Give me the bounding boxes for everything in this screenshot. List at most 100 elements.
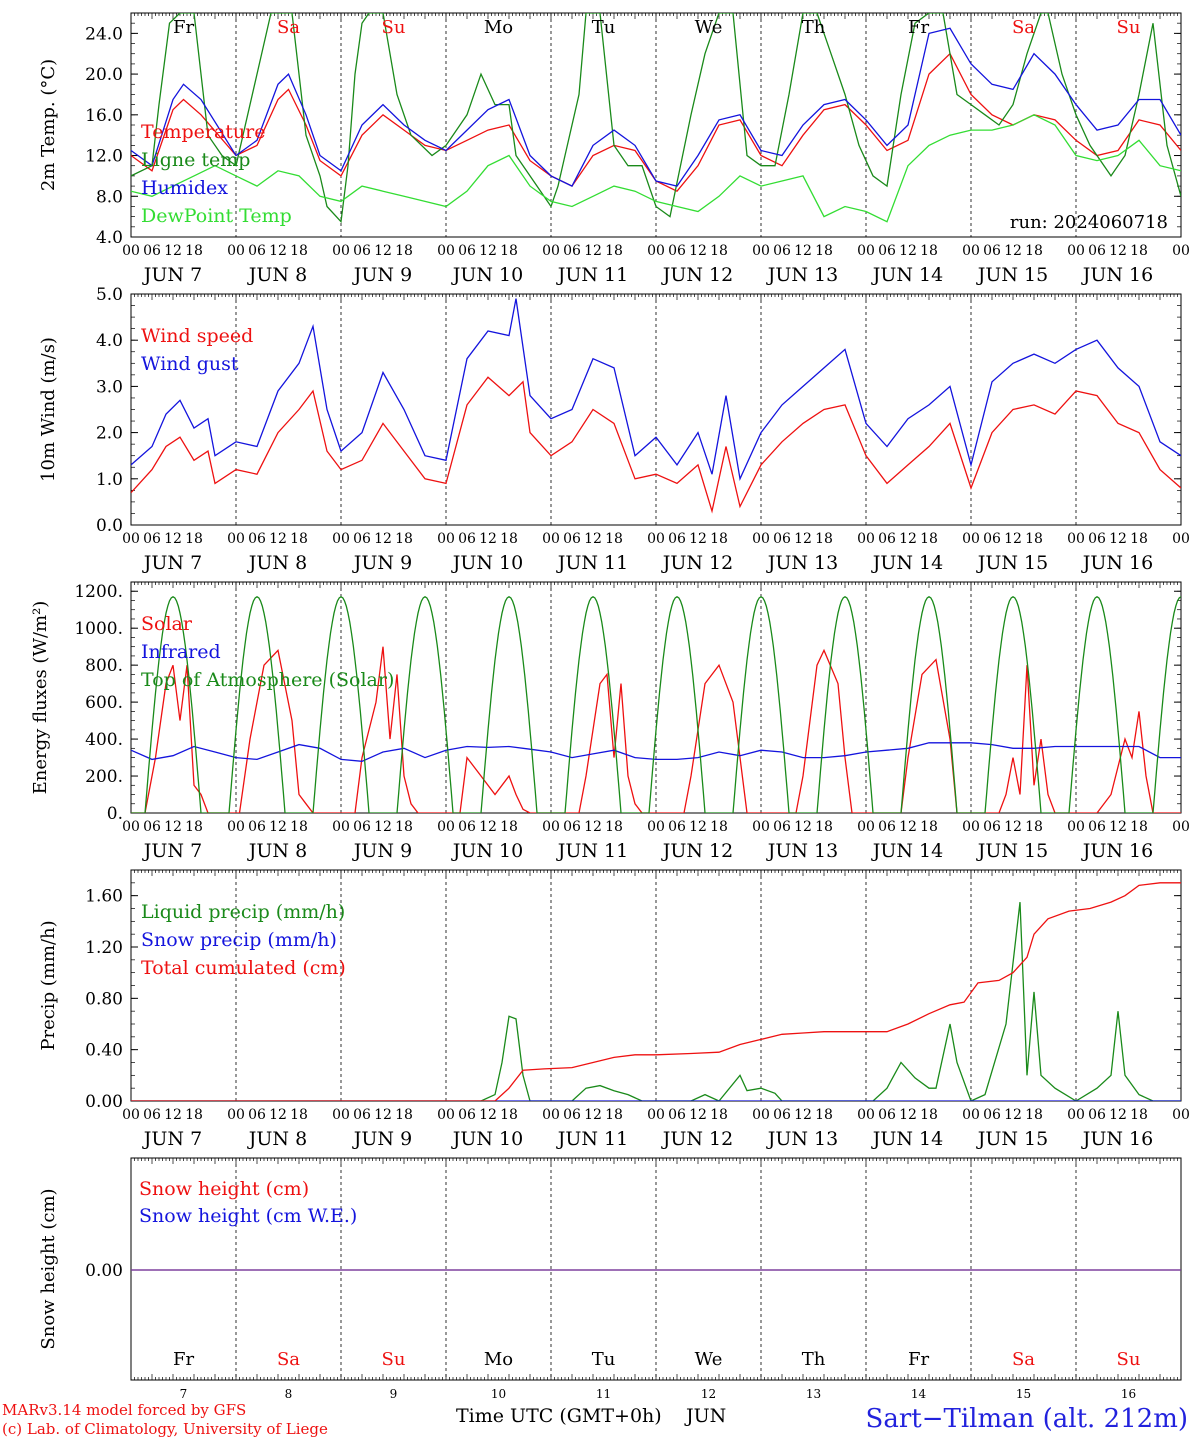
hour-tick-label: 12 xyxy=(794,1107,812,1123)
hour-tick-label: 12 xyxy=(479,1107,497,1123)
hour-tick-label: 06 xyxy=(563,1107,581,1123)
hour-tick-label: 18 xyxy=(605,243,623,259)
series-group xyxy=(131,596,1181,813)
weekday-label: Th xyxy=(802,17,826,38)
hour-tick-label: 00 xyxy=(647,531,665,547)
hour-tick-label: 12 xyxy=(1109,531,1127,547)
hour-tick-label: 18 xyxy=(710,1107,728,1123)
series-line-3 xyxy=(131,882,1181,1101)
day-number-label: 8 xyxy=(285,1387,293,1401)
weekday-label: Th xyxy=(802,1349,826,1370)
y-tick-label: 12.0 xyxy=(85,147,123,167)
hour-tick-label: 00 xyxy=(227,243,245,259)
weekday-label: We xyxy=(695,17,723,38)
series-group xyxy=(131,13,1181,224)
hour-tick-label: 12 xyxy=(1004,819,1022,835)
hour-tick-label: 06 xyxy=(143,243,161,259)
hour-tick-label: 00 xyxy=(542,531,560,547)
legend-entry: Snow height (cm W.E.) xyxy=(139,1205,357,1227)
hour-tick-label: 06 xyxy=(983,531,1001,547)
weekday-label: Sa xyxy=(277,17,300,38)
y-axis-label: 10m Wind (m/s) xyxy=(38,337,59,482)
hour-tick-label: 00 xyxy=(647,819,665,835)
hour-tick-label: 12 xyxy=(374,819,392,835)
day-label: JUN 15 xyxy=(976,840,1048,862)
hour-tick-label: 18 xyxy=(1130,1107,1148,1123)
hour-tick-label: 00 xyxy=(122,243,140,259)
legend-entry: Top of Atmosphere (Solar) xyxy=(141,669,394,691)
hour-tick-label: 00 xyxy=(332,531,350,547)
hour-tick-label: 12 xyxy=(1004,531,1022,547)
hour-tick-label: 18 xyxy=(605,531,623,547)
weekday-label: Fr xyxy=(173,17,194,38)
hour-tick-label: 06 xyxy=(983,1107,1001,1123)
hour-tick-label: 06 xyxy=(143,1107,161,1123)
hour-tick-label: 12 xyxy=(1004,243,1022,259)
y-tick-label: 3.0 xyxy=(96,377,123,397)
hour-tick-label: 06 xyxy=(1088,819,1106,835)
hour-tick-label: 00 xyxy=(752,819,770,835)
hour-tick-label: 06 xyxy=(248,819,266,835)
series-line-3 xyxy=(131,27,1181,187)
hour-tick-label: 06 xyxy=(1088,531,1106,547)
weekday-label: Sa xyxy=(277,1349,300,1370)
hour-tick-label: 12 xyxy=(584,531,602,547)
hour-tick-label: 06 xyxy=(563,243,581,259)
day-label: JUN 12 xyxy=(661,264,733,286)
series-line-4 xyxy=(131,114,1181,223)
hour-tick-label: 18 xyxy=(815,819,833,835)
weekday-label: Tu xyxy=(592,17,616,38)
hour-tick-label: 12 xyxy=(899,243,917,259)
hour-tick-label: 18 xyxy=(395,819,413,835)
credit-line-1: MARv3.14 model forced by GFS xyxy=(2,1401,246,1419)
hour-tick-label: 00 xyxy=(857,819,875,835)
y-tick-label: 1200. xyxy=(74,582,123,602)
hour-tick-label: 18 xyxy=(500,531,518,547)
hour-tick-label: 00 xyxy=(1067,243,1085,259)
hour-tick-label: 06 xyxy=(248,531,266,547)
hour-tick-label: 06 xyxy=(668,819,686,835)
hour-tick-label: 00 xyxy=(647,1107,665,1123)
y-tick-label: 1000. xyxy=(74,619,123,639)
hour-tick-label: 06 xyxy=(878,819,896,835)
day-label: JUN 13 xyxy=(766,264,838,286)
station-name: Sart−Tilman (alt. 212m) xyxy=(866,1404,1188,1434)
hour-tick-label: 12 xyxy=(269,531,287,547)
hour-tick-label: 06 xyxy=(563,531,581,547)
hour-tick-label: 00 xyxy=(1067,531,1085,547)
day-label: JUN 8 xyxy=(247,1128,307,1150)
hour-tick-label: 18 xyxy=(1025,819,1043,835)
hour-tick-label: 18 xyxy=(920,531,938,547)
hour-tick-label: 06 xyxy=(1088,243,1106,259)
day-label: JUN 16 xyxy=(1081,552,1153,574)
legend-entry: Solar xyxy=(141,613,193,635)
y-tick-label: 0.40 xyxy=(85,1041,123,1061)
hour-tick-label: 06 xyxy=(773,1107,791,1123)
day-number-label: 7 xyxy=(180,1387,188,1401)
series-line-1 xyxy=(131,902,1181,1101)
legend-entry: Wind speed xyxy=(141,325,253,347)
weekday-label: Sa xyxy=(1012,1349,1035,1370)
hour-tick-label: 18 xyxy=(185,1107,203,1123)
series-line-1 xyxy=(131,376,1181,514)
hour-tick-label: 00 xyxy=(962,243,980,259)
hour-tick-label: 12 xyxy=(374,243,392,259)
day-label: JUN 8 xyxy=(247,264,307,286)
y-tick-label: 5.0 xyxy=(96,285,123,305)
hour-tick-label: 18 xyxy=(815,531,833,547)
day-number-label: 12 xyxy=(701,1387,716,1401)
day-label: JUN 8 xyxy=(247,840,307,862)
hour-tick-label: 18 xyxy=(395,531,413,547)
series-group xyxy=(131,882,1181,1101)
hour-tick-label: 12 xyxy=(689,531,707,547)
panel-4: 0.00 0.40 0.80 1.20 1.60 Precip (mm/h) Liquid … xyxy=(38,869,1190,1150)
hour-tick-label: 12 xyxy=(689,819,707,835)
hour-tick-label: 18 xyxy=(920,1107,938,1123)
day-label: JUN 12 xyxy=(661,840,733,862)
hour-tick-label: 12 xyxy=(374,1107,392,1123)
hour-tick-label: 18 xyxy=(395,243,413,259)
hour-tick-label: 00 xyxy=(647,243,665,259)
hour-tick-label: 00 xyxy=(332,1107,350,1123)
day-label: JUN 9 xyxy=(352,1128,412,1150)
weekday-label: Fr xyxy=(908,17,929,38)
